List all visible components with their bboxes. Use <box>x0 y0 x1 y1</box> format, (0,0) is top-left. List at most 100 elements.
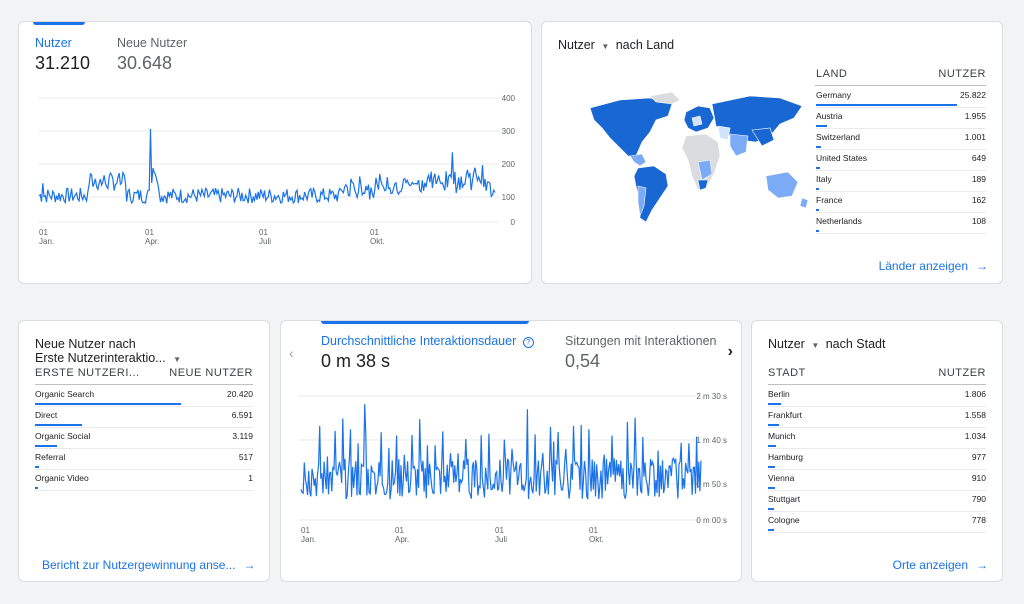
col-header-city[interactable]: STADT <box>768 367 806 379</box>
tab-engaged-sessions-label[interactable]: Sitzungen mit Interaktionen <box>565 334 717 348</box>
table-row[interactable]: Organic Video 1 <box>35 470 253 491</box>
table-row[interactable]: Stuttgart 790 <box>768 491 986 512</box>
tab-new-users-value[interactable]: 30.648 <box>117 53 173 73</box>
continent-oceania <box>765 171 809 209</box>
x-tick-day: 01 <box>589 526 598 535</box>
view-countries-link[interactable]: Länder anzeigen → <box>879 259 988 273</box>
row-value: 1 <box>248 473 253 483</box>
row-divider <box>816 170 986 171</box>
header-divider <box>815 85 986 86</box>
row-label: Hamburg <box>768 452 803 462</box>
row-value: 189 <box>971 174 986 184</box>
table-row[interactable]: Hamburg 977 <box>768 449 986 470</box>
table-row[interactable]: Vienna 910 <box>768 470 986 491</box>
table-row[interactable]: Italy 189 <box>816 171 986 192</box>
arrow-right-icon: → <box>976 259 988 273</box>
tab-users-label[interactable]: Nutzer <box>35 36 72 50</box>
x-tick-month: Juli <box>259 237 271 246</box>
tab-avg-duration-value[interactable]: 0 m 38 s <box>321 351 391 371</box>
row-divider <box>35 427 253 428</box>
arrow-right-icon: → <box>243 558 256 572</box>
row-divider <box>35 448 253 449</box>
row-label: Referral <box>35 452 66 462</box>
chevron-down-icon[interactable]: ▼ <box>173 355 182 364</box>
row-label: Organic Video <box>35 473 89 483</box>
row-value-bar <box>768 508 774 510</box>
row-value: 977 <box>971 452 986 462</box>
table-row[interactable]: Switzerland 1.001 <box>816 129 986 150</box>
acquisition-report-link[interactable]: Bericht zur Nutzergewinnung anse... → <box>42 558 255 572</box>
row-divider <box>816 212 986 213</box>
table-row[interactable]: Direct 6.591 <box>35 407 253 428</box>
row-divider <box>35 406 253 407</box>
row-label: Berlin <box>768 389 790 399</box>
row-value: 162 <box>971 195 986 205</box>
row-value-bar <box>35 466 39 468</box>
y-tick-label: 0 m 50 s <box>696 480 727 489</box>
table-row[interactable]: Referral 517 <box>35 449 253 470</box>
col-header-country[interactable]: LAND <box>816 68 848 80</box>
col-header-users[interactable]: NUTZER <box>938 68 986 80</box>
row-divider <box>768 406 986 407</box>
col-header-first-interaction[interactable]: ERSTE NUTZERI... <box>35 367 140 379</box>
chevron-down-icon[interactable]: ▼ <box>811 341 820 350</box>
arrow-right-icon: → <box>976 558 988 572</box>
row-label: Vienna <box>768 473 795 483</box>
row-label: Cologne <box>768 515 800 525</box>
view-places-link[interactable]: Orte anzeigen → <box>893 558 988 572</box>
title-line2-dropdown[interactable]: Erste Nutzerinteraktio... ▼ <box>35 351 181 367</box>
x-tick-day: 01 <box>301 526 310 535</box>
table-row[interactable]: France 162 <box>816 192 986 213</box>
chevron-left-icon[interactable]: ‹ <box>289 345 294 361</box>
grid-lines <box>299 395 701 521</box>
row-value-bar <box>816 188 819 190</box>
row-label: Organic Social <box>35 431 91 441</box>
header-divider <box>35 384 253 385</box>
metric-dropdown[interactable]: Nutzer <box>558 38 595 52</box>
users-overview-card: Nutzer 31.210 Neue Nutzer 30.648 400 300 2… <box>18 21 532 284</box>
view-places-label: Orte anzeigen <box>892 558 968 572</box>
y-tick-label: 300 <box>502 127 516 136</box>
table-row[interactable]: United States 649 <box>816 150 986 171</box>
row-label: Netherlands <box>816 216 862 226</box>
chevron-down-icon[interactable]: ▼ <box>601 42 610 51</box>
x-tick-day: 01 <box>495 526 504 535</box>
country-card-title: Nutzer ▼ nach Land <box>558 38 674 52</box>
table-row[interactable]: Cologne 778 <box>768 512 986 533</box>
city-card: Nutzer ▼ nach Stadt STADT NUTZER Berlin 1… <box>751 320 1003 582</box>
x-tick-month: Okt. <box>589 535 604 544</box>
row-label: United States <box>816 153 868 163</box>
table-row[interactable]: Netherlands 108 <box>816 213 986 234</box>
title-line1: Neue Nutzer nach <box>35 337 136 351</box>
row-divider <box>816 107 986 108</box>
table-row[interactable]: Germany 25.822 <box>816 87 986 108</box>
row-value-bar <box>816 125 827 127</box>
row-divider <box>816 128 986 129</box>
metric-dropdown[interactable]: Nutzer <box>768 337 805 351</box>
tab-new-users-label[interactable]: Neue Nutzer <box>117 36 188 50</box>
table-row[interactable]: Frankfurt 1.558 <box>768 407 986 428</box>
tab-users-value[interactable]: 31.210 <box>35 53 91 73</box>
y-tick-label: 100 <box>502 193 516 202</box>
col-header-users[interactable]: NUTZER <box>938 367 986 379</box>
row-value: 20.420 <box>227 389 253 399</box>
tab-engaged-sessions-value[interactable]: 0,54 <box>565 351 601 371</box>
col-header-new-users[interactable]: NEUE NUTZER <box>169 367 253 379</box>
row-value-bar <box>816 146 822 148</box>
table-row[interactable]: Austria 1.955 <box>816 108 986 129</box>
x-tick-month: Jan. <box>39 237 54 246</box>
acquisition-report-label: Bericht zur Nutzergewinnung anse... <box>42 558 236 572</box>
tab-avg-duration-label[interactable]: Durchschnittliche Interaktionsdauer ? <box>321 334 534 348</box>
help-icon[interactable]: ? <box>522 337 534 348</box>
table-row[interactable]: Munich 1.034 <box>768 428 986 449</box>
row-label: Switzerland <box>816 132 860 142</box>
row-value-bar <box>768 529 774 531</box>
table-row[interactable]: Berlin 1.806 <box>768 386 986 407</box>
chevron-right-icon[interactable]: › <box>727 343 733 360</box>
table-row[interactable]: Organic Social 3.119 <box>35 428 253 449</box>
table-row[interactable]: Organic Search 20.420 <box>35 386 253 407</box>
active-tab-indicator <box>321 321 529 324</box>
row-divider <box>816 233 986 234</box>
row-value-bar <box>768 487 775 489</box>
x-tick-month: Okt. <box>370 237 385 246</box>
